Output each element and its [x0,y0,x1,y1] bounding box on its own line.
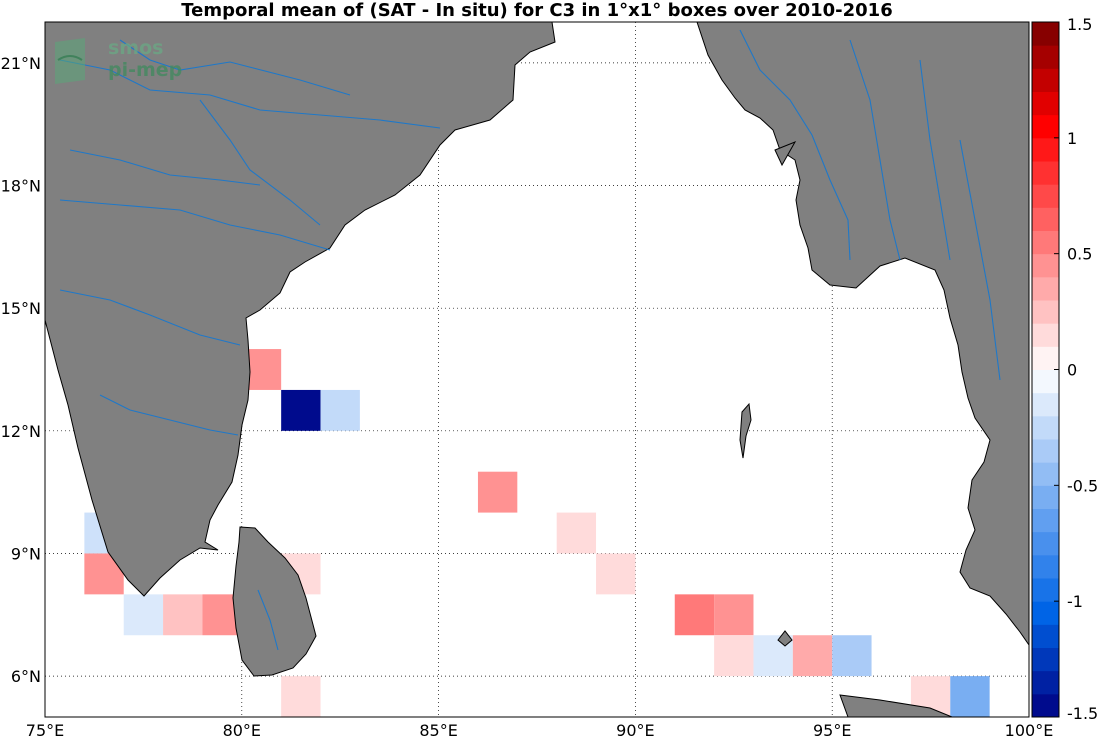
colorbar-segment [1032,578,1059,602]
data-cell [477,471,518,513]
colorbar-tick-label: -0.5 [1067,476,1098,495]
data-cell [674,594,715,636]
colorbar-segment [1032,207,1059,231]
river-srilanka [257,589,279,651]
colorbar-segment [1032,601,1059,625]
colorbar-segment [1032,346,1059,370]
colorbar-tick-label: -1 [1067,592,1083,611]
data-cell [556,512,597,554]
colorbar-segment [1032,137,1059,162]
colorbar-segment [1032,508,1059,533]
lon-tick-label: 75°E [26,721,64,738]
colorbar-tick-label: 1.5 [1067,15,1092,34]
lon-tick-label: 85°E [419,721,457,738]
colorbar-segment [1032,184,1059,208]
river-brahmaputra [739,29,851,261]
colorbar-segment [1032,45,1059,69]
colorbar-segment [1032,485,1059,509]
lat-tick-label: 6°N [11,667,41,686]
colorbar-tick-label: 0 [1067,361,1077,380]
colorbar-segment [1032,693,1059,718]
myanmar-bangladesh-landmass [696,22,1029,646]
data-cell [163,594,203,636]
colorbar-segment [1032,22,1059,46]
data-cell [950,676,990,717]
river-krishna [59,289,241,346]
colorbar-segment [1032,91,1059,116]
logo-wave-icon [55,38,85,84]
lat-tick-label: 9°N [11,544,41,563]
colorbar-segment [1032,647,1059,672]
lat-tick-label: 15°N [1,299,41,318]
data-cell [832,635,872,677]
sri-lanka [232,526,317,677]
india-landmass [45,22,556,597]
colorbar-segment [1032,670,1059,695]
colorbar-segment [1032,253,1059,278]
colorbar-segment [1032,439,1059,463]
data-cell [792,635,833,677]
colorbar-segment [1032,462,1059,486]
smos-pi-mep-logo: smos pi-mep [55,37,182,84]
river-mahanadi [199,99,321,226]
colorbar-segment [1032,624,1059,648]
heatmap-cells [84,349,990,717]
axis-labels: 75°E 80°E 85°E 90°E 95°E 100°E 6°N 9°N 12°N 15°N 1… [1,54,1054,738]
river-irrawaddy [849,39,901,261]
data-cell [714,635,754,677]
map-title: Temporal mean of (SAT - In situ) for C3 … [181,0,892,21]
colorbar-segment [1032,369,1059,394]
data-cell [281,676,321,717]
bay-island [774,141,797,167]
lat-tick-label: 12°N [1,422,41,441]
data-cell [281,389,321,431]
colorbar-tick-label: -1.5 [1067,704,1098,723]
lon-tick-label: 90°E [616,721,654,738]
colorbar-segment [1032,415,1059,440]
colorbar: 1.5 1 0.5 0 -0.5 -1 -1.5 [1031,15,1098,723]
river-east [959,139,1001,381]
colorbar-tick-label: 1 [1067,129,1077,148]
river-ganges [59,59,441,129]
map-area: smos pi-mep [45,22,1029,717]
lat-tick-label: 18°N [1,177,41,196]
data-cell [123,594,164,636]
lat-tick-label: 21°N [1,54,41,73]
river-godavari [59,199,331,251]
colorbar-segment [1032,392,1059,417]
lon-tick-label: 100°E [1005,721,1054,738]
colorbar-tick-label: 0.5 [1067,245,1092,264]
land [45,22,1029,717]
colorbar-segment [1032,276,1059,301]
river-central [69,149,261,186]
river-kaveri [99,394,239,436]
data-cell [320,389,360,431]
river-north [119,39,351,96]
colorbar-segment [1032,531,1059,556]
nicobar-island [777,630,793,647]
map-frame [44,21,1030,718]
river-salween [919,59,951,261]
colorbar-segment [1032,161,1059,185]
colorbar-segment [1032,554,1059,579]
lon-tick-label: 95°E [813,721,851,738]
andaman-islands [739,402,752,459]
lon-tick-label: 80°E [223,721,261,738]
colorbar-segment [1032,323,1059,347]
sumatra-tip [839,694,953,717]
colorbar-segment [1032,68,1059,92]
colorbar-segment [1032,300,1059,324]
rivers [59,29,1001,651]
colorbar-segment [1032,114,1059,139]
colorbar-segment [1032,230,1059,255]
logo-line2: pi-mep [108,59,182,81]
data-cell [596,553,636,595]
logo-line1: smos [108,37,163,59]
data-cell [714,594,754,636]
